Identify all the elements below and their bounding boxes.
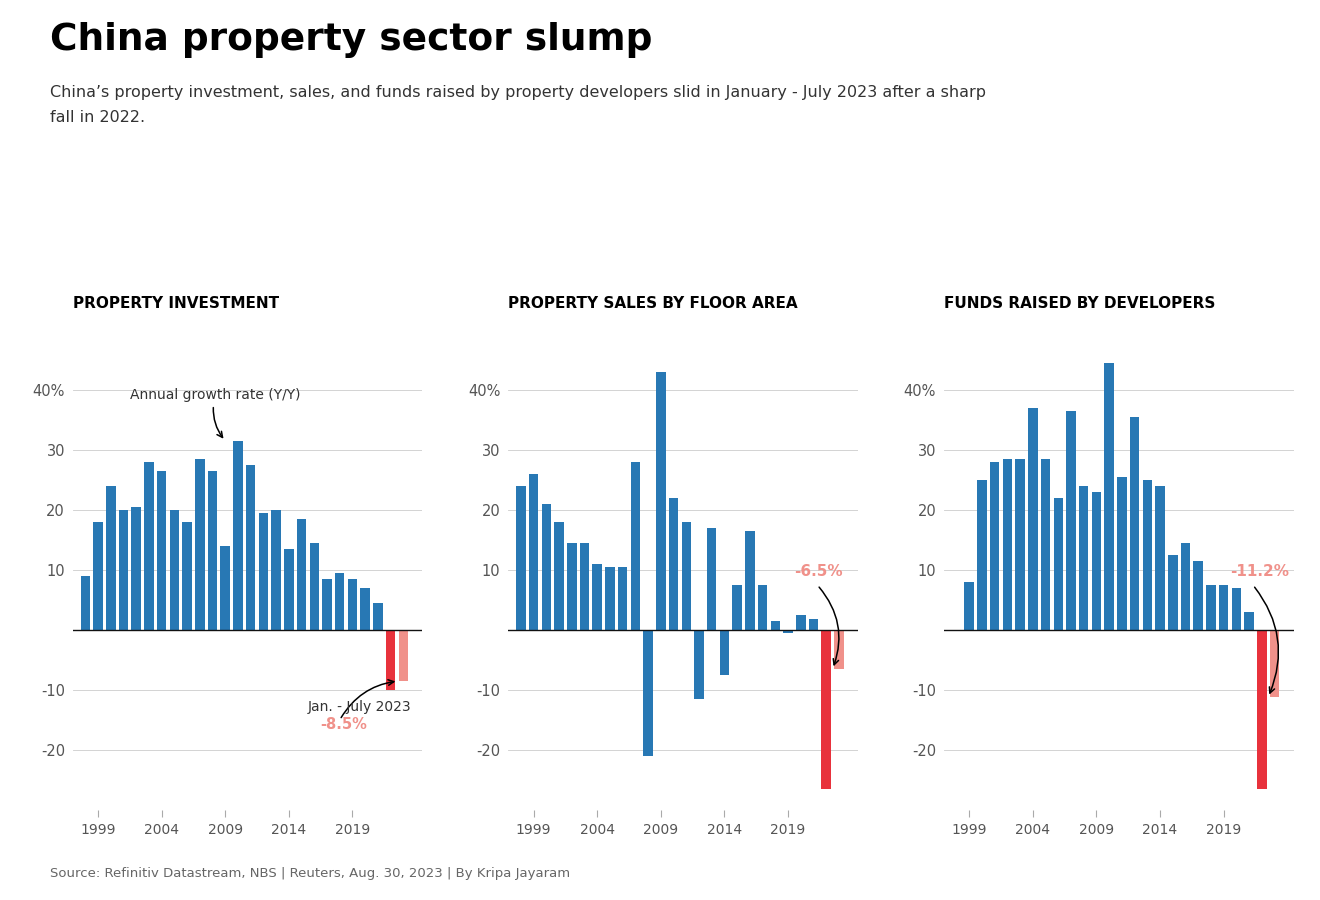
Bar: [374, 603, 383, 630]
Text: fall in 2022.: fall in 2022.: [50, 110, 145, 125]
Text: -6.5%: -6.5%: [795, 564, 843, 579]
Bar: [643, 630, 653, 756]
Bar: [1143, 480, 1152, 630]
Bar: [579, 543, 589, 630]
Bar: [309, 543, 319, 630]
Bar: [182, 522, 191, 630]
Bar: [1206, 585, 1216, 630]
Bar: [385, 630, 396, 690]
Bar: [758, 585, 767, 630]
Bar: [132, 507, 141, 630]
Bar: [733, 585, 742, 630]
Bar: [796, 615, 805, 630]
Bar: [234, 441, 243, 630]
Bar: [809, 618, 818, 630]
Bar: [1232, 588, 1241, 630]
Text: FUNDS RAISED BY DEVELOPERS: FUNDS RAISED BY DEVELOPERS: [944, 295, 1216, 310]
Bar: [272, 510, 281, 630]
Bar: [541, 504, 552, 630]
Bar: [1078, 486, 1089, 630]
Bar: [144, 462, 153, 630]
Bar: [977, 480, 987, 630]
Text: Jan. - July 2023: Jan. - July 2023: [308, 700, 412, 714]
Bar: [1245, 612, 1254, 630]
Bar: [1155, 486, 1164, 630]
Bar: [694, 630, 704, 699]
Bar: [990, 462, 999, 630]
Bar: [1257, 630, 1267, 789]
Bar: [1168, 555, 1177, 630]
Text: China’s property investment, sales, and funds raised by property developers slid: China’s property investment, sales, and …: [50, 86, 986, 101]
Bar: [1028, 408, 1038, 630]
Bar: [669, 498, 678, 630]
Text: -11.2%: -11.2%: [1230, 564, 1290, 579]
Bar: [1270, 630, 1279, 698]
Bar: [259, 513, 268, 630]
Bar: [681, 522, 692, 630]
Text: Source: Refinitiv Datastream, NBS | Reuters, Aug. 30, 2023 | By Kripa Jayaram: Source: Refinitiv Datastream, NBS | Reut…: [50, 868, 570, 880]
Bar: [399, 630, 408, 681]
Bar: [1053, 498, 1063, 630]
Bar: [347, 579, 358, 630]
Bar: [220, 546, 230, 630]
Bar: [297, 519, 306, 630]
Bar: [1003, 459, 1012, 630]
Bar: [965, 582, 974, 630]
Bar: [516, 486, 525, 630]
Bar: [529, 474, 539, 630]
Bar: [1067, 411, 1076, 630]
Bar: [554, 522, 564, 630]
Bar: [821, 630, 832, 789]
Text: -8.5%: -8.5%: [321, 717, 367, 732]
Bar: [605, 567, 615, 630]
Bar: [744, 531, 755, 630]
Text: China property sector slump: China property sector slump: [50, 22, 652, 58]
Bar: [771, 621, 780, 630]
Bar: [94, 522, 103, 630]
Bar: [1040, 459, 1051, 630]
Text: PROPERTY SALES BY FLOOR AREA: PROPERTY SALES BY FLOOR AREA: [508, 295, 797, 310]
Bar: [719, 630, 729, 675]
Bar: [360, 588, 370, 630]
Bar: [81, 576, 90, 630]
Bar: [1092, 492, 1101, 630]
Bar: [246, 465, 256, 630]
Bar: [169, 510, 180, 630]
Bar: [106, 486, 116, 630]
Bar: [631, 462, 640, 630]
Bar: [1130, 417, 1139, 630]
Bar: [708, 528, 717, 630]
Bar: [1105, 363, 1114, 630]
Bar: [1180, 543, 1191, 630]
Bar: [783, 630, 793, 633]
Text: Annual growth rate (Y/Y): Annual growth rate (Y/Y): [129, 388, 301, 437]
Bar: [656, 372, 665, 630]
Bar: [195, 459, 205, 630]
Bar: [284, 549, 293, 630]
Bar: [593, 564, 602, 630]
Bar: [322, 579, 331, 630]
Bar: [1015, 459, 1024, 630]
Bar: [834, 630, 843, 669]
Bar: [335, 573, 345, 630]
Bar: [119, 510, 128, 630]
Bar: [1193, 561, 1203, 630]
Bar: [207, 471, 218, 630]
Bar: [1218, 585, 1229, 630]
Bar: [1117, 477, 1127, 630]
Bar: [618, 567, 627, 630]
Bar: [157, 471, 166, 630]
Bar: [568, 543, 577, 630]
Text: PROPERTY INVESTMENT: PROPERTY INVESTMENT: [73, 295, 279, 310]
